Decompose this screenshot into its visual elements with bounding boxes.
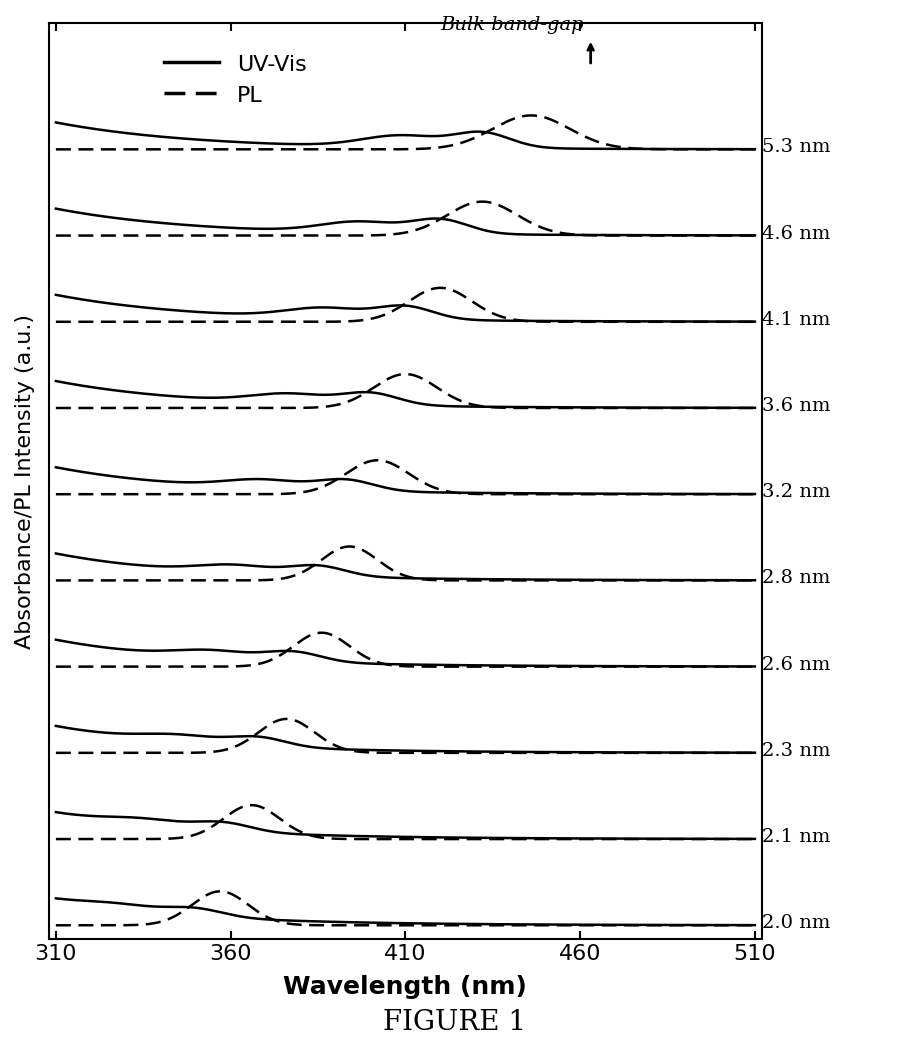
Y-axis label: Absorbance/PL Intensity (a.u.): Absorbance/PL Intensity (a.u.): [15, 314, 35, 648]
Text: 4.1 nm: 4.1 nm: [762, 310, 830, 328]
Text: 2.1 nm: 2.1 nm: [762, 828, 830, 846]
Text: 2.6 nm: 2.6 nm: [762, 655, 830, 674]
X-axis label: Wavelength (nm): Wavelength (nm): [284, 975, 527, 999]
Text: 2.8 nm: 2.8 nm: [762, 569, 830, 587]
Legend: UV-Vis, PL: UV-Vis, PL: [153, 43, 318, 117]
Text: 3.6 nm: 3.6 nm: [762, 397, 830, 415]
Text: Bulk band-gap: Bulk band-gap: [440, 16, 584, 34]
Text: FIGURE 1: FIGURE 1: [383, 1007, 526, 1035]
Text: 3.2 nm: 3.2 nm: [762, 483, 830, 501]
Text: 5.3 nm: 5.3 nm: [762, 138, 830, 156]
Text: 4.6 nm: 4.6 nm: [762, 225, 830, 243]
Text: 2.3 nm: 2.3 nm: [762, 741, 830, 759]
Text: 2.0 nm: 2.0 nm: [762, 913, 830, 931]
